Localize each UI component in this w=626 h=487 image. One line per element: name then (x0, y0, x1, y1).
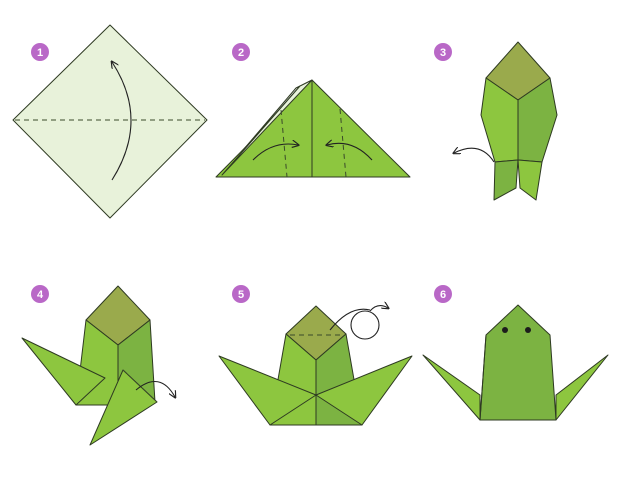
step-number: 1 (37, 47, 43, 59)
step-badge: 4 (31, 285, 49, 303)
step-3: 3 (434, 41, 558, 201)
legs-fold-icon (21, 285, 175, 446)
frog-icon (422, 304, 609, 421)
step-badge: 6 (434, 285, 452, 303)
step-6: 6 (422, 285, 609, 421)
step-4: 4 (21, 285, 175, 446)
step-number: 4 (37, 289, 44, 301)
step-badge: 2 (232, 43, 250, 61)
kite-fold-icon (454, 41, 558, 201)
step-badge: 5 (232, 285, 250, 303)
step-badge: 3 (434, 43, 452, 61)
step-number: 5 (238, 289, 244, 301)
frog-eye-icon (502, 327, 508, 333)
head-fold-icon (218, 306, 413, 426)
frog-eye-icon (525, 327, 531, 333)
square-diamond-fold-icon (12, 24, 208, 219)
step-badge: 1 (31, 43, 49, 61)
step-number: 3 (440, 47, 446, 59)
triangle-fold-icon (215, 79, 411, 178)
step-number: 2 (238, 47, 244, 59)
step-number: 6 (440, 289, 446, 301)
step-1: 1 (12, 24, 208, 219)
step-2: 2 (215, 43, 411, 178)
step-5: 5 (218, 285, 413, 426)
